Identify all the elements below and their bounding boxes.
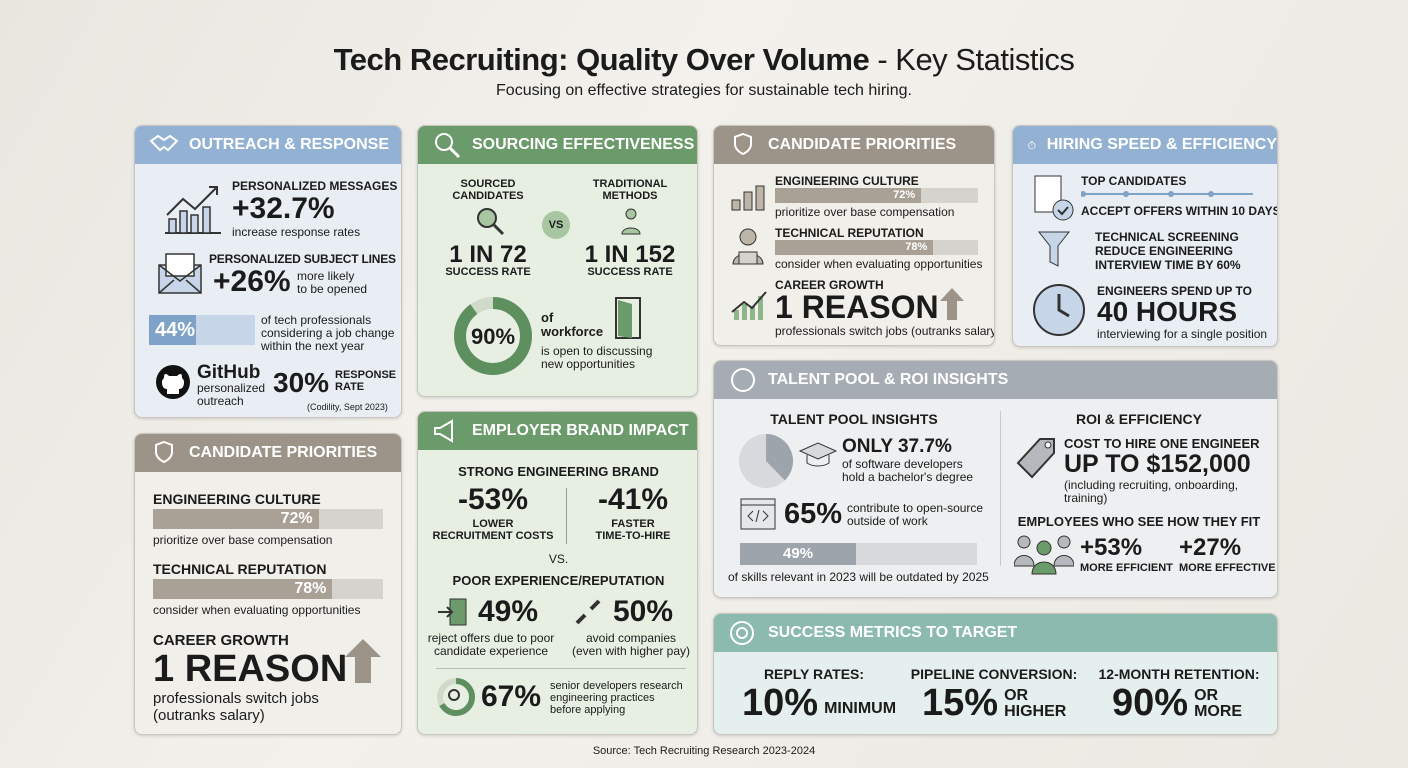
employer-brand-panel: EMPLOYER BRAND IMPACT STRONG ENGINEERING… <box>417 411 698 735</box>
sourcing-panel: SOURCING EFFECTIVENESS SOURCED CANDIDATES… <box>417 125 698 397</box>
resume-check-icon <box>1034 175 1074 221</box>
broken-link-icon <box>575 599 601 625</box>
up-arrow-icon <box>940 288 964 320</box>
stopwatch-icon <box>1028 141 1036 150</box>
target-icon <box>730 621 754 645</box>
page-title: Tech Recruiting: Quality Over Volume - K… <box>333 42 1075 77</box>
graduation-cap-icon <box>798 442 838 467</box>
page-subtitle: Focusing on effective strategies for sus… <box>496 82 912 99</box>
shield-hands-icon <box>734 132 752 156</box>
handshake-icon <box>149 134 179 152</box>
clock-icon <box>1033 284 1085 336</box>
hiring-speed-panel: HIRING SPEED & EFFICIENCY TOP CANDIDATES… <box>1012 125 1278 347</box>
growth-chart-icon <box>165 186 221 234</box>
research-donut <box>437 678 475 716</box>
exit-door-icon <box>438 598 467 626</box>
group-icon <box>621 208 641 235</box>
price-tag-icon <box>1016 438 1055 479</box>
workforce-donut <box>454 297 532 375</box>
culture-bar: 72% <box>153 509 383 529</box>
shield-hands-icon <box>155 440 173 464</box>
bar-chart-icon <box>731 185 765 211</box>
culture-bar: 72% <box>775 188 978 203</box>
team-icon <box>1014 535 1074 575</box>
code-window-icon <box>740 498 776 530</box>
job-change-bar: 44% <box>149 315 255 345</box>
magnifier-person-icon <box>477 208 505 236</box>
person-laptop-icon <box>732 228 764 265</box>
source-note: Source: Tech Recruiting Research 2023-20… <box>592 745 816 757</box>
candidate-priorities-panel-left: CANDIDATE PRIORITIES ENGINEERING CULTURE… <box>134 433 402 735</box>
outreach-header: OUTREACH & RESPONSE <box>135 126 401 164</box>
reputation-bar: 78% <box>775 240 978 255</box>
funnel-icon <box>1037 231 1071 267</box>
success-metrics-panel: SUCCESS METRICS TO TARGET REPLY RATES: 1… <box>713 613 1278 735</box>
envelope-icon <box>158 253 202 294</box>
github-logo-icon <box>156 365 190 399</box>
megaphone-icon <box>434 419 453 443</box>
talent-pool-panel: TALENT POOL & ROI INSIGHTS TALENT POOL I… <box>713 360 1278 598</box>
subject-value: +26% <box>213 265 291 298</box>
growth-arrow-icon <box>731 291 767 320</box>
brain-money-icon <box>731 368 755 392</box>
up-arrow-icon <box>345 639 381 683</box>
skills-bar: 49% <box>740 543 977 565</box>
open-door-icon <box>615 297 641 339</box>
search-person-icon <box>435 133 461 159</box>
messages-value: +32.7% <box>232 192 335 225</box>
reputation-bar: 78% <box>153 579 383 599</box>
outreach-panel: OUTREACH & RESPONSE PERSONALIZED MESSAGE… <box>134 125 402 418</box>
degree-pie <box>739 434 793 488</box>
candidate-priorities-panel-right: CANDIDATE PRIORITIES ENGINEERING CULTURE… <box>713 125 995 346</box>
timeline-arrow <box>1081 191 1253 197</box>
